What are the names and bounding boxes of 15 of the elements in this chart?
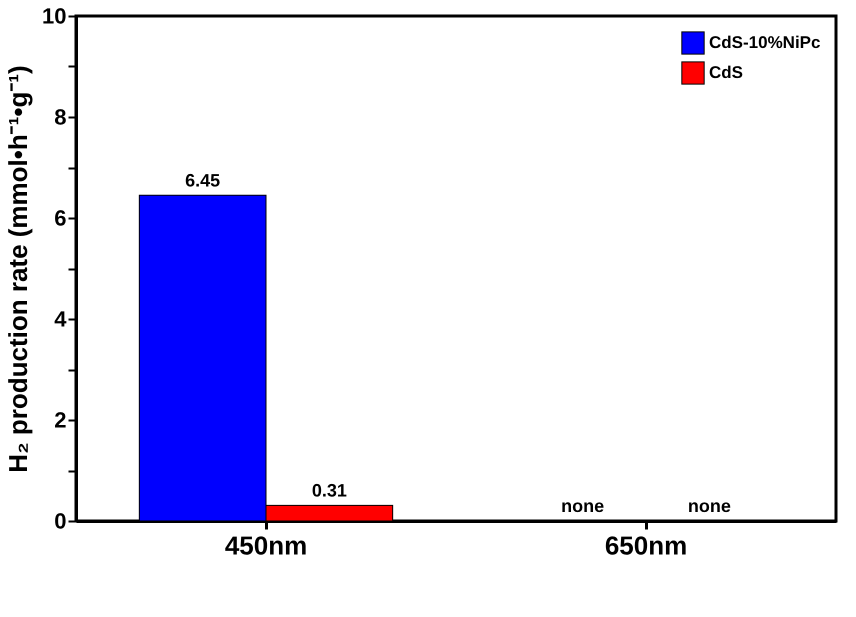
x-tick-label: 450nm xyxy=(224,530,308,560)
y-tick-label: 0 xyxy=(54,508,66,534)
y-tick-label: 10 xyxy=(42,4,66,28)
y-tick-label: 8 xyxy=(54,104,66,130)
text: none xyxy=(561,496,604,516)
data-label: 0.31 xyxy=(312,480,347,500)
x-tick-label: 650nm xyxy=(604,530,688,560)
legend-label: CdS-10%NiPc xyxy=(709,33,820,52)
text: none xyxy=(688,496,731,516)
y-tick-label: 4 xyxy=(54,306,68,332)
data-label: 6.45 xyxy=(185,170,220,190)
y-tick-label: 6 xyxy=(54,206,66,230)
y-tick-label: 2 xyxy=(54,408,66,432)
legend-label: CdS xyxy=(709,63,743,82)
y-axis-title: H₂ production rate (mmol•h⁻¹•g⁻¹) xyxy=(3,65,34,473)
